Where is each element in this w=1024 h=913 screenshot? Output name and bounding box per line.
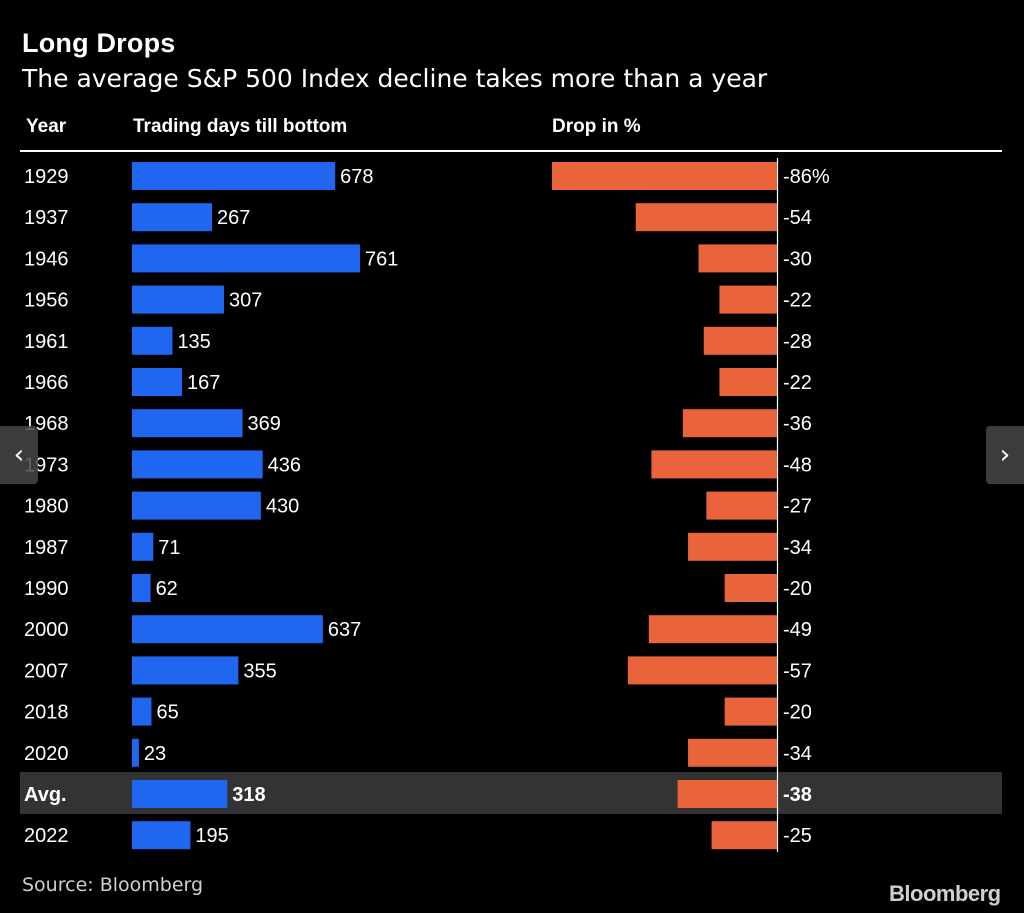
year-label: 1987 (24, 537, 69, 559)
year-label: 1961 (24, 331, 69, 353)
days-value-label: 65 (156, 702, 178, 724)
year-label: 1937 (24, 207, 69, 229)
drop-value-label: -34 (783, 537, 812, 559)
chart-title: Long Drops (22, 28, 176, 58)
days-value-label: 761 (365, 248, 398, 270)
drop-value-label: -27 (783, 496, 812, 518)
days-value-label: 71 (158, 537, 180, 559)
days-value-label: 195 (195, 825, 228, 847)
header-divider (20, 150, 1002, 152)
days-value-label: 369 (248, 413, 281, 435)
drop-bar (719, 368, 777, 396)
drop-bar (698, 244, 777, 273)
drop-value-label: -54 (783, 207, 812, 229)
drop-bar (635, 203, 777, 232)
chart-subtitle: The average S&P 500 Index decline takes … (22, 64, 768, 93)
days-bar (132, 409, 243, 438)
days-bar (132, 368, 183, 396)
drop-bar (724, 574, 777, 602)
year-label: 1946 (24, 248, 69, 270)
drop-bar (703, 326, 777, 355)
chevron-left-icon: ‹ (13, 440, 25, 470)
drop-bar (706, 491, 777, 520)
drop-value-label: -22 (783, 290, 812, 312)
drop-bar (552, 162, 777, 190)
days-bar (132, 326, 173, 355)
days-bar (132, 738, 139, 767)
header-drop-percent: Drop in % (552, 116, 641, 137)
days-bar (132, 285, 224, 314)
source-note: Source: Bloomberg (22, 874, 204, 896)
days-value-label: 678 (340, 166, 373, 188)
drop-value-label: -57 (783, 660, 812, 682)
drop-value-label: -30 (783, 248, 812, 270)
year-label: 1966 (24, 372, 69, 394)
year-label: 2022 (24, 825, 69, 847)
bloomberg-logo: Bloomberg (889, 881, 1001, 906)
days-value-label: 62 (156, 578, 178, 600)
days-value-label: 436 (268, 454, 301, 476)
days-bar (132, 656, 239, 685)
drop-value-label: -38 (783, 784, 812, 806)
days-value-label: 637 (328, 619, 361, 641)
header-year: Year (26, 116, 67, 137)
year-label: 1980 (24, 496, 69, 518)
drop-value-label: -20 (783, 702, 812, 724)
year-label: 2007 (24, 660, 69, 682)
drop-value-label: -49 (783, 619, 812, 641)
drop-value-label: -22 (783, 372, 812, 394)
drop-bar (719, 285, 777, 314)
drop-value-label: -48 (783, 454, 812, 476)
days-bar (132, 203, 212, 232)
days-value-label: 355 (243, 660, 276, 682)
header-trading-days: Trading days till bottom (133, 116, 348, 137)
drop-value-label: -34 (783, 743, 812, 765)
drop-value-label: -28 (783, 331, 812, 353)
drop-bar (627, 656, 777, 685)
drop-bar (651, 450, 777, 479)
days-value-label: 167 (187, 372, 220, 394)
year-label: Avg. (24, 784, 67, 806)
year-label: 1929 (24, 166, 69, 188)
drop-value-label: -36 (783, 413, 812, 435)
drop-bar (682, 409, 777, 438)
chevron-right-icon: › (999, 440, 1011, 470)
days-bar (132, 244, 360, 273)
days-value-label: 318 (232, 784, 265, 806)
year-label: 1990 (24, 578, 69, 600)
next-slide-button[interactable]: › (986, 426, 1024, 484)
days-bar (132, 821, 191, 850)
days-bar (132, 697, 152, 726)
days-value-label: 307 (229, 290, 262, 312)
days-bar (132, 615, 323, 644)
year-label: 2018 (24, 702, 69, 724)
drop-bar (711, 821, 777, 850)
drop-bar (724, 697, 777, 726)
days-bar (132, 491, 261, 520)
year-label: 2000 (24, 619, 69, 641)
days-bar (132, 162, 336, 190)
drop-bar (648, 615, 777, 644)
days-bar (132, 780, 228, 808)
drop-value-label: -25 (783, 825, 812, 847)
days-bar (132, 532, 154, 561)
days-bar (132, 450, 263, 479)
days-bar (132, 574, 151, 602)
days-value-label: 267 (217, 207, 250, 229)
drop-value-label: -86% (783, 166, 830, 188)
drop-value-label: -20 (783, 578, 812, 600)
days-value-label: 135 (177, 331, 210, 353)
days-value-label: 430 (266, 496, 299, 518)
drop-bar (677, 780, 777, 808)
drop-bar (688, 738, 777, 767)
year-label: 1956 (24, 290, 69, 312)
previous-slide-button[interactable]: ‹ (0, 426, 38, 484)
year-label: 2020 (24, 743, 69, 765)
drop-bar (688, 532, 777, 561)
days-value-label: 23 (144, 743, 166, 765)
